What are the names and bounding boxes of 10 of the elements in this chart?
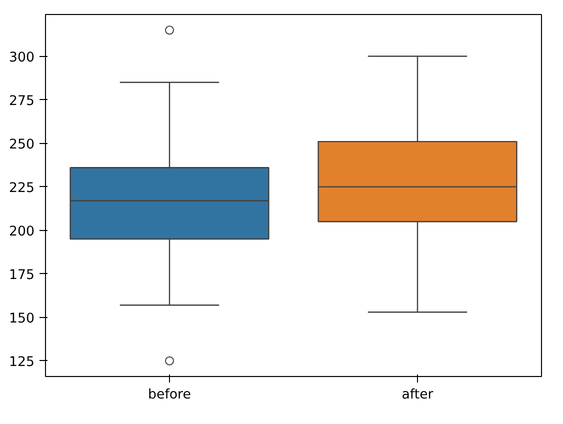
y-tick-label: 200	[9, 224, 35, 240]
x-tick-label: before	[148, 388, 191, 402]
y-tick-label: 125	[9, 354, 35, 370]
y-tick-label: 250	[9, 137, 35, 152]
x-tick-label: after	[402, 388, 434, 402]
y-tick-label: 150	[9, 311, 35, 326]
y-tick-label: 175	[9, 268, 35, 283]
y-tick-label: 275	[9, 94, 35, 109]
y-tick-label: 300	[9, 50, 35, 66]
y-tick-label: 225	[9, 180, 35, 196]
